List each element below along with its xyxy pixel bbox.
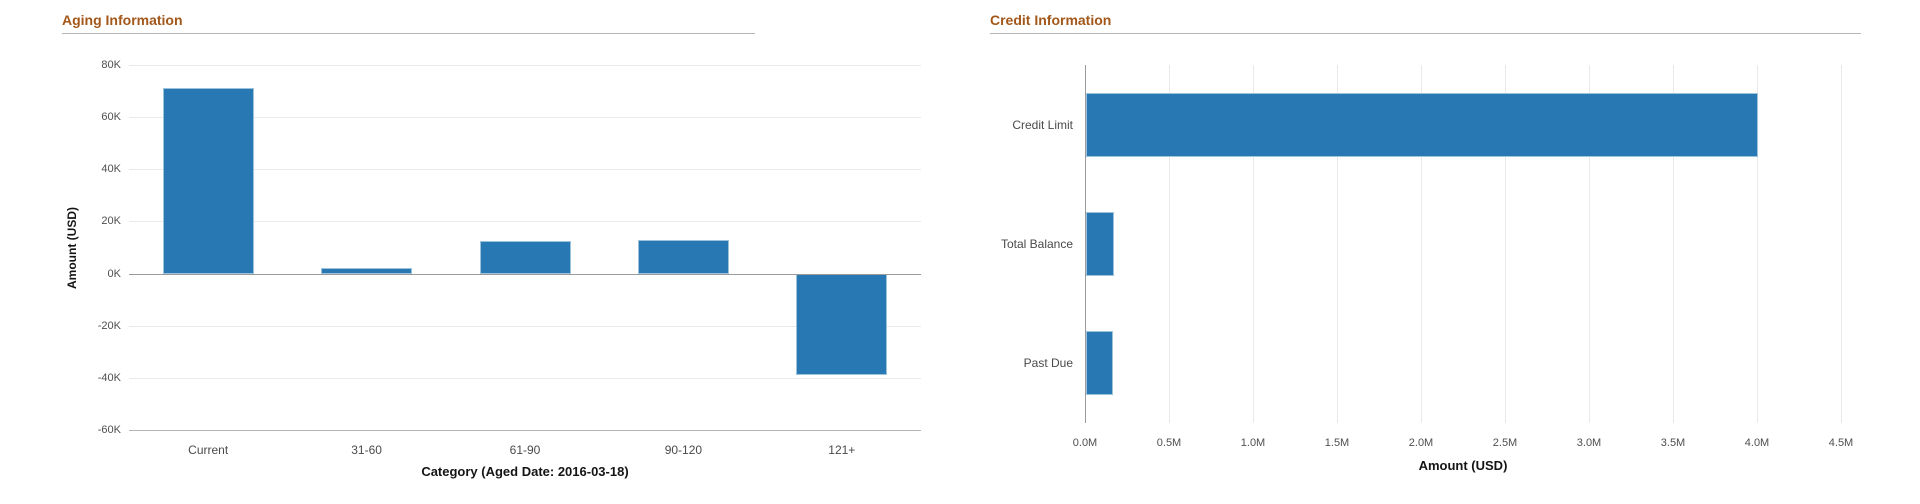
aging-y-tick-label: 0K [107,267,121,280]
credit-bar-past-due[interactable] [1086,331,1113,396]
credit-gridline [1253,65,1254,423]
credit-x-tick-label: 0.0M [1072,437,1098,449]
aging-bar-121[interactable] [796,273,888,376]
aging-section-divider [62,33,755,34]
aging-y-tick-label: 80K [101,59,121,71]
aging-x-category-label: 90-120 [664,443,703,457]
credit-section-divider [990,33,1861,34]
aging-gridline [129,430,921,431]
aging-y-tick-label: 60K [101,111,121,124]
aging-gridline [129,221,921,223]
credit-gridline [1337,65,1338,423]
aging-y-tick-label: 20K [101,215,121,228]
credit-gridline [1169,65,1170,423]
credit-x-tick-label: 2.5M [1492,437,1518,449]
credit-y-category-label: Credit Limit [1012,117,1073,132]
credit-x-axis-title: Amount (USD) [1418,458,1508,473]
credit-y-category-label: Past Due [1023,356,1073,371]
credit-gridline [1757,65,1758,423]
aging-bar-current[interactable] [162,88,254,274]
aging-bar-90-120[interactable] [637,239,729,274]
credit-x-tick-label: 1.5M [1324,437,1350,449]
credit-gridline [1589,65,1590,423]
credit-x-tick-label: 2.0M [1408,437,1434,449]
aging-gridline [129,169,921,171]
aging-y-tick-label: -20K [97,319,121,332]
aging-gridline [129,325,921,327]
credit-bar-credit-limit[interactable] [1086,92,1758,157]
aging-gridline [129,377,921,379]
credit-x-tick-label: 3.0M [1576,437,1602,449]
aging-gridline [129,65,921,66]
aging-x-category-label: 61-90 [509,443,541,457]
aging-gridline [129,117,921,119]
credit-gridline [1841,65,1842,423]
aging-zero-axis-line [129,273,921,275]
credit-x-tick-label: 4.0M [1744,437,1770,449]
aging-y-tick-label: -40K [97,371,121,384]
credit-y-category-label: Total Balance [1000,237,1073,251]
aging-bar-61-90[interactable] [479,240,571,274]
credit-gridline [1421,65,1422,423]
credit-section-title: Credit Information [990,12,1112,28]
credit-gridline [1673,65,1674,423]
credit-x-tick-label: 1.0M [1240,437,1266,449]
aging-bar-31-60[interactable] [321,268,413,274]
aging-x-category-label: 121+ [828,443,856,457]
aging-x-axis-title: Category (Aged Date: 2016-03-18) [421,464,629,479]
aging-y-tick-label: -60K [97,424,121,436]
credit-gridline [1085,65,1086,423]
credit-x-tick-label: 0.5M [1156,437,1182,449]
aging-y-axis-title: Amount (USD) [65,206,79,289]
aging-section-title: Aging Information [62,12,183,28]
aging-x-category-label: Current [188,443,229,457]
aging-y-tick-label: 40K [101,163,121,176]
credit-gridline [1505,65,1506,423]
credit-x-tick-label: 4.5M [1828,437,1854,449]
aging-x-category-label: 31-60 [351,443,382,457]
credit-bar-total-balance[interactable] [1086,212,1114,276]
credit-x-tick-label: 3.5M [1660,437,1686,449]
